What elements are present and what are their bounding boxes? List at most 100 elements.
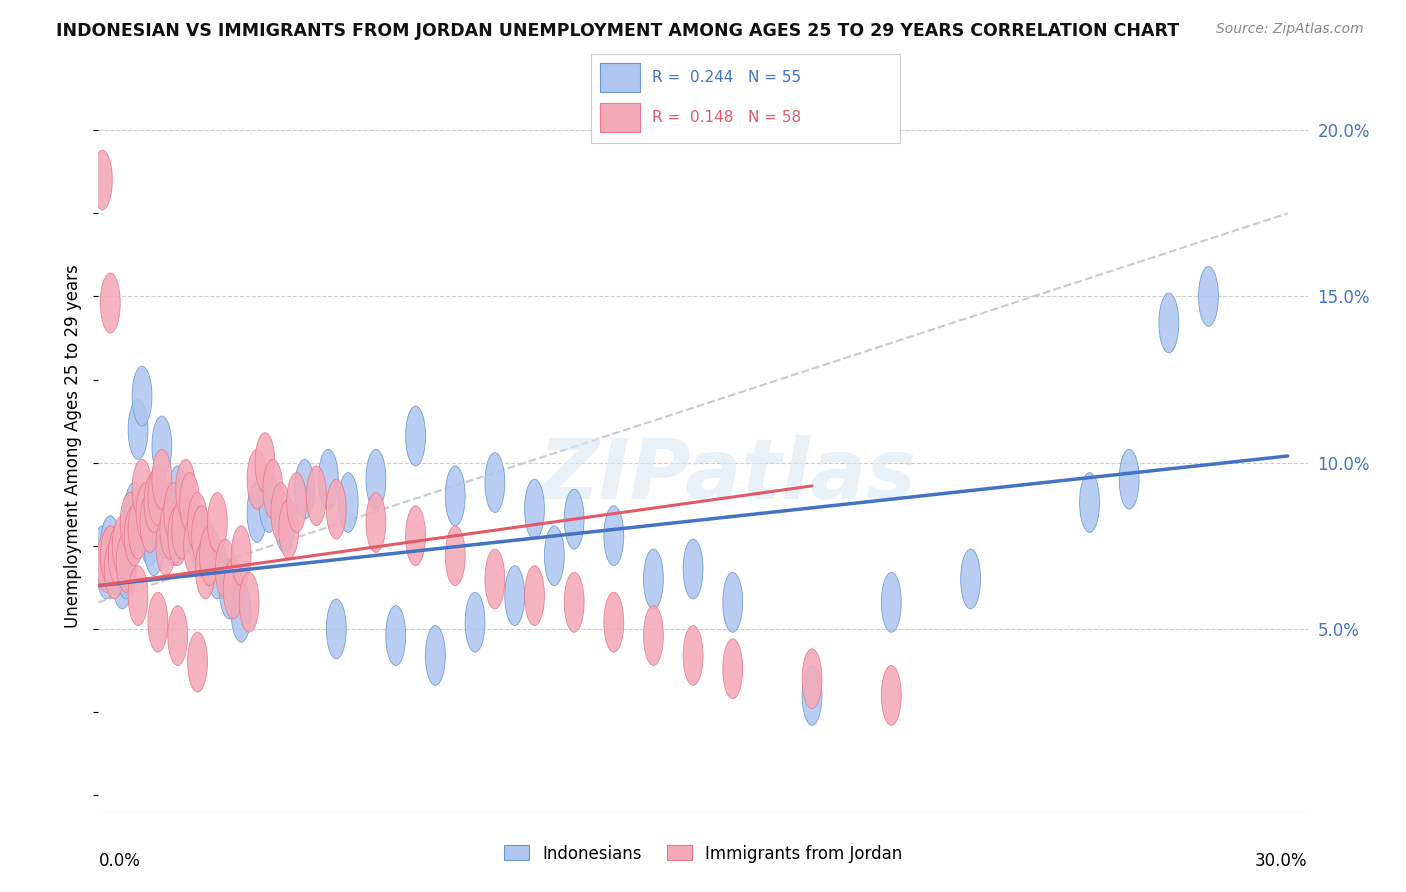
Ellipse shape <box>295 459 315 519</box>
Ellipse shape <box>152 450 172 509</box>
Ellipse shape <box>247 483 267 542</box>
Ellipse shape <box>187 492 208 552</box>
Ellipse shape <box>195 539 215 599</box>
Ellipse shape <box>184 516 204 575</box>
Ellipse shape <box>801 665 823 725</box>
Bar <box>600 103 640 132</box>
Ellipse shape <box>318 450 339 509</box>
Ellipse shape <box>124 506 143 566</box>
Ellipse shape <box>231 525 252 586</box>
Ellipse shape <box>143 516 165 575</box>
Text: 30.0%: 30.0% <box>1256 852 1308 870</box>
Ellipse shape <box>187 506 208 566</box>
Ellipse shape <box>564 489 583 549</box>
Ellipse shape <box>200 525 219 586</box>
Ellipse shape <box>446 466 465 525</box>
Ellipse shape <box>307 466 326 525</box>
Ellipse shape <box>605 506 624 566</box>
Ellipse shape <box>406 406 426 466</box>
Text: 0.0%: 0.0% <box>98 852 141 870</box>
Ellipse shape <box>723 639 742 698</box>
Ellipse shape <box>167 506 187 566</box>
Ellipse shape <box>100 273 121 333</box>
Ellipse shape <box>152 416 172 476</box>
Ellipse shape <box>156 500 176 559</box>
Ellipse shape <box>176 492 195 552</box>
Ellipse shape <box>882 665 901 725</box>
Ellipse shape <box>426 625 446 685</box>
Ellipse shape <box>121 492 141 552</box>
Ellipse shape <box>287 473 307 533</box>
Ellipse shape <box>271 483 291 542</box>
Text: R =  0.148   N = 58: R = 0.148 N = 58 <box>652 111 801 125</box>
Ellipse shape <box>882 573 901 632</box>
Ellipse shape <box>208 539 228 599</box>
Ellipse shape <box>960 549 980 609</box>
Ellipse shape <box>191 506 211 566</box>
Text: Source: ZipAtlas.com: Source: ZipAtlas.com <box>1216 22 1364 37</box>
Ellipse shape <box>465 592 485 652</box>
Ellipse shape <box>132 367 152 426</box>
Ellipse shape <box>108 525 128 586</box>
Ellipse shape <box>180 473 200 533</box>
Ellipse shape <box>326 479 346 539</box>
Text: R =  0.244   N = 55: R = 0.244 N = 55 <box>652 70 801 85</box>
Ellipse shape <box>141 506 160 566</box>
Ellipse shape <box>104 539 124 599</box>
Ellipse shape <box>263 459 283 519</box>
Ellipse shape <box>97 533 117 592</box>
Ellipse shape <box>108 525 128 586</box>
Ellipse shape <box>176 459 195 519</box>
Ellipse shape <box>224 559 243 619</box>
Ellipse shape <box>239 573 259 632</box>
Ellipse shape <box>1198 267 1219 326</box>
Ellipse shape <box>254 433 274 492</box>
Ellipse shape <box>136 492 156 552</box>
Ellipse shape <box>117 539 136 599</box>
Ellipse shape <box>485 452 505 513</box>
Ellipse shape <box>446 525 465 586</box>
Ellipse shape <box>100 525 121 586</box>
Ellipse shape <box>1159 293 1178 353</box>
Ellipse shape <box>165 483 184 542</box>
Ellipse shape <box>259 473 278 533</box>
Ellipse shape <box>136 483 156 542</box>
Ellipse shape <box>406 506 426 566</box>
Ellipse shape <box>112 516 132 575</box>
Ellipse shape <box>128 566 148 625</box>
Ellipse shape <box>104 533 124 592</box>
Ellipse shape <box>208 492 228 552</box>
Ellipse shape <box>219 559 239 619</box>
Ellipse shape <box>172 500 191 559</box>
Text: INDONESIAN VS IMMIGRANTS FROM JORDAN UNEMPLOYMENT AMONG AGES 25 TO 29 YEARS CORR: INDONESIAN VS IMMIGRANTS FROM JORDAN UNE… <box>56 22 1180 40</box>
Ellipse shape <box>132 459 152 519</box>
Ellipse shape <box>278 500 298 559</box>
Ellipse shape <box>644 549 664 609</box>
Ellipse shape <box>485 549 505 609</box>
Ellipse shape <box>385 606 406 665</box>
Ellipse shape <box>644 606 664 665</box>
Ellipse shape <box>156 516 176 575</box>
Ellipse shape <box>148 466 167 525</box>
Ellipse shape <box>160 500 180 559</box>
Ellipse shape <box>683 625 703 685</box>
Legend: Indonesians, Immigrants from Jordan: Indonesians, Immigrants from Jordan <box>498 838 908 869</box>
Ellipse shape <box>366 492 385 552</box>
Ellipse shape <box>200 525 219 586</box>
Ellipse shape <box>93 150 112 210</box>
Ellipse shape <box>524 479 544 539</box>
Y-axis label: Unemployment Among Ages 25 to 29 years: Unemployment Among Ages 25 to 29 years <box>65 264 83 628</box>
Ellipse shape <box>148 466 167 525</box>
Ellipse shape <box>215 539 235 599</box>
Ellipse shape <box>148 592 167 652</box>
Ellipse shape <box>112 549 132 609</box>
Ellipse shape <box>143 473 165 533</box>
Ellipse shape <box>723 573 742 632</box>
Ellipse shape <box>366 450 385 509</box>
Ellipse shape <box>121 500 141 559</box>
Ellipse shape <box>128 500 148 559</box>
Text: ZIPatlas: ZIPatlas <box>538 434 917 516</box>
Ellipse shape <box>97 539 117 599</box>
Ellipse shape <box>117 533 136 592</box>
Ellipse shape <box>187 632 208 692</box>
